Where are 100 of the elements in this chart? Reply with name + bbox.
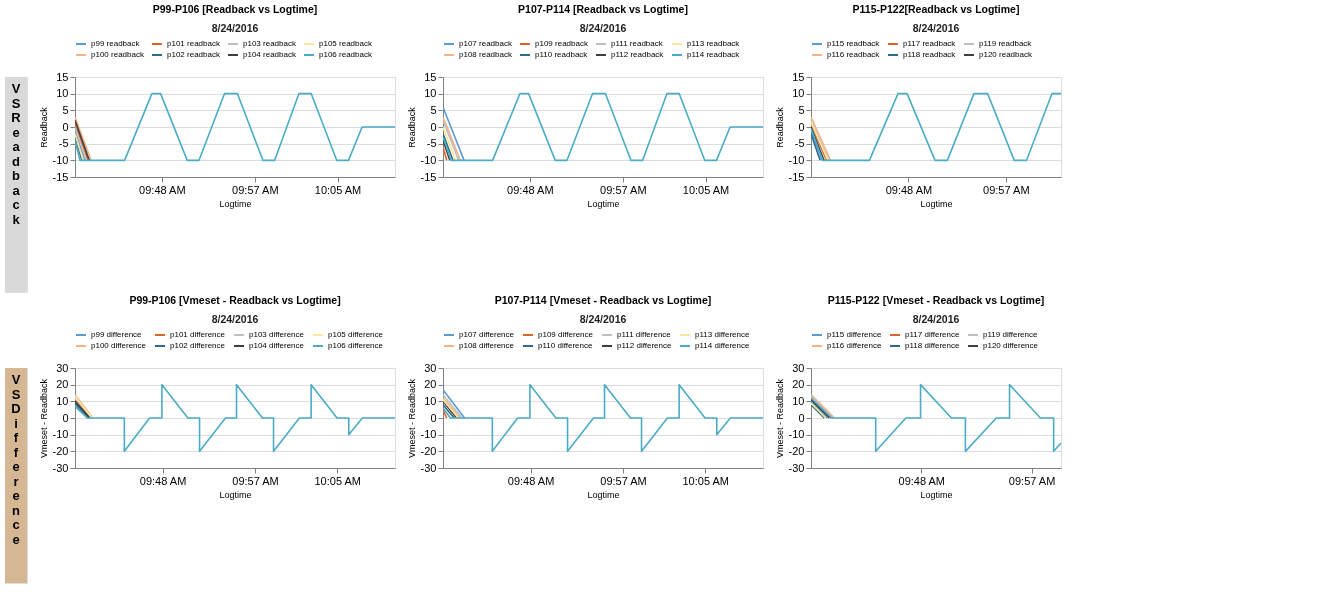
x-tick-label: 10:05 AM [682,183,730,196]
y-tick-label: 0 [430,411,437,424]
legend-label: p113 readback [687,39,741,48]
y-tick-label: -15 [420,170,437,183]
x-tick-label: 09:57 AM [232,183,279,196]
x-axis-title: Logtime [587,489,620,500]
y-tick-label: -20 [420,444,437,457]
y-axis-title: Vmeset - Readback [774,378,785,459]
y-tick-label: -30 [788,461,805,474]
x-tick-label: 09:57 AM [232,474,279,487]
y-tick-label: 0 [62,411,69,424]
x-tick-label: 09:48 AM [507,183,554,196]
y-tick-label: 30 [424,361,437,374]
y-tick-label: 15 [424,70,437,83]
legend-label: p99 readback [91,39,141,48]
legend-label: p115 difference [827,330,882,339]
y-axis-title: Vmeset - Readback [406,378,417,459]
y-tick-label: -10 [420,153,437,166]
legend-label: p106 readback [319,50,373,59]
x-tick-label: 09:48 AM [507,474,555,487]
x-tick-label: 10:05 AM [314,474,361,487]
x-tick-label: 09:48 AM [139,183,186,196]
legend-label: p106 difference [328,341,384,350]
y-axis-title: Readback [38,106,49,148]
legend-label: p110 readback [535,50,589,59]
y-tick-label: -15 [52,170,69,183]
y-tick-label: 15 [56,70,69,83]
chart-subtitle: 8/24/2016 [211,21,259,34]
y-tick-label: 15 [792,70,805,83]
y-tick-label: 20 [56,378,69,391]
legend-label: p99 difference [91,330,143,339]
legend-label: p114 difference [695,341,750,350]
chart-subtitle: 8/24/2016 [211,312,259,325]
legend-label: p119 difference [983,330,1038,339]
y-tick-label: -30 [420,461,437,474]
y-tick-label: -10 [788,153,805,166]
legend-label: p118 difference [905,341,960,350]
chart-subtitle: 8/24/2016 [579,312,627,325]
legend-label: p119 readback [979,39,1033,48]
y-axis-title: Readback [406,106,417,148]
legend-label: p114 readback [687,50,741,59]
y-tick-label: -20 [52,444,69,457]
legend-label: p102 readback [167,50,221,59]
legend-label: p101 readback [167,39,221,48]
chart-title: P115-P122 [Vmeset - Readback vs Logtime] [827,294,1045,306]
legend-label: p103 difference [249,330,305,339]
y-tick-label: 30 [792,361,805,374]
legend-label: p112 difference [617,341,672,350]
chart-subtitle: 8/24/2016 [579,21,627,34]
x-tick-label: 09:48 AM [898,474,946,487]
legend-label: p111 readback [611,39,664,48]
legend-label: p105 readback [319,39,373,48]
legend-label: p100 readback [91,50,145,59]
y-tick-label: 0 [798,120,805,133]
y-tick-label: 0 [798,411,805,424]
x-tick-label: 09:57 AM [983,183,1030,196]
y-axis-title: Vmeset - Readback [38,378,49,459]
legend-label: p102 difference [170,341,226,350]
y-tick-label: 10 [792,394,805,407]
legend-label: p108 readback [459,50,513,59]
y-tick-label: -5 [794,137,805,150]
y-tick-label: 20 [792,378,805,391]
legend-label: p116 readback [827,50,881,59]
chart-title: P107-P114 [Vmeset - Readback vs Logtime] [494,294,712,306]
x-tick-label: 09:57 AM [1008,474,1056,487]
legend-label: p120 readback [979,50,1033,59]
legend-label: p103 readback [243,39,297,48]
legend-label: p113 difference [695,330,750,339]
y-tick-label: -5 [58,137,69,150]
x-tick-label: 09:48 AM [139,474,187,487]
y-tick-label: -10 [52,153,69,166]
y-tick-label: -5 [426,137,437,150]
y-tick-label: 10 [424,87,437,100]
x-tick-label: 09:48 AM [885,183,933,196]
y-tick-label: 10 [792,87,805,100]
y-tick-label: -10 [420,428,437,441]
y-axis-title: Readback [774,106,785,148]
legend-label: p120 difference [983,341,1039,350]
chart-title: P107-P114 [Readback vs Logtime] [518,3,688,15]
y-tick-label: 10 [424,394,437,407]
y-tick-label: -10 [788,428,805,441]
x-axis-title: Logtime [219,489,252,500]
x-tick-label: 09:57 AM [600,474,647,487]
chart-subtitle: 8/24/2016 [912,312,960,325]
y-tick-label: 5 [62,103,69,116]
legend-label: p109 readback [535,39,589,48]
y-tick-label: 0 [62,120,69,133]
y-tick-label: 10 [56,87,69,100]
y-tick-label: 0 [430,120,437,133]
x-axis-title: Logtime [920,489,953,500]
chart-title: P99-P106 [Readback vs Logtime] [152,3,318,15]
legend-label: p111 difference [617,330,672,339]
x-tick-label: 10:05 AM [314,183,362,196]
y-tick-label: -15 [788,170,805,183]
chart-title: P115-P122[Readback vs Logtime] [852,3,1020,15]
legend-label: p107 readback [459,39,513,48]
y-tick-label: -20 [788,444,805,457]
x-tick-label: 10:05 AM [682,474,729,487]
chart-title: P99-P106 [Vmeset - Readback vs Logtime] [129,294,341,306]
legend-label: p100 difference [91,341,147,350]
